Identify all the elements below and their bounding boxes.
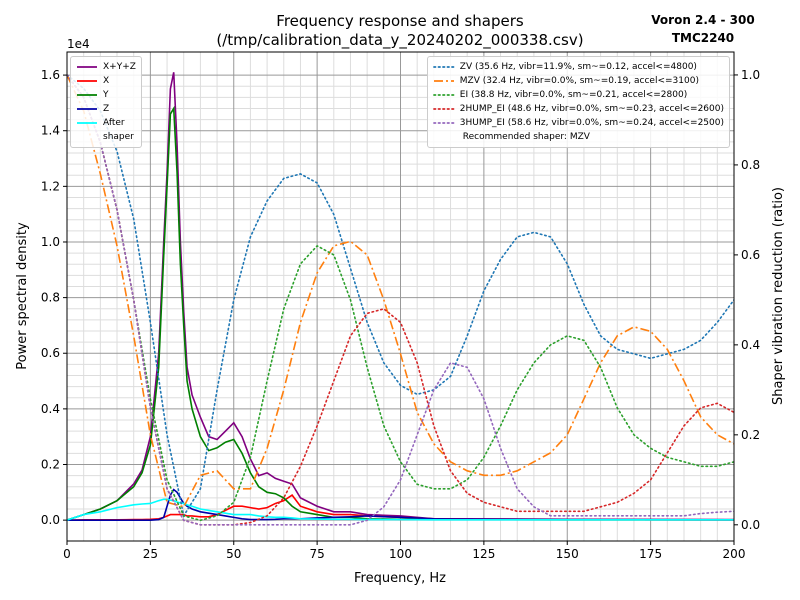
legend-entry: After shaper — [76, 116, 136, 144]
legend-entry: X+Y+Z — [76, 60, 136, 74]
y2-tick-label: 0.6 — [741, 248, 760, 262]
x-tick-label: 175 — [639, 547, 662, 561]
series-line — [67, 74, 734, 518]
y-tick-label: 1.0 — [41, 235, 60, 249]
grid — [66, 52, 735, 541]
x-tick-label: 100 — [389, 547, 412, 561]
y2-tick-label: 0.0 — [741, 518, 760, 532]
y-axis-label: Power spectral density — [15, 222, 30, 370]
y2-tick-label: 0.8 — [741, 158, 760, 172]
legend-label: 3HUMP_EI (58.6 Hz, vibr=0.0%, sm~=0.24, … — [459, 118, 724, 128]
y2-tick-label: 0.2 — [741, 428, 760, 442]
annotation: TMC2240 — [672, 31, 734, 45]
x-tick-label: 25 — [143, 547, 158, 561]
annotation: Voron 2.4 - 300 — [651, 13, 754, 27]
legend-entry: Y — [76, 88, 136, 102]
y-tick-label: 0.6 — [41, 346, 60, 360]
plot-lines — [67, 72, 734, 526]
series-line — [67, 488, 734, 521]
legend-swatch — [77, 94, 97, 96]
legend-label: ZV (35.6 Hz, vibr=11.9%, sm~=0.12, accel… — [459, 62, 697, 72]
y2-tick-label: 1.0 — [741, 68, 760, 82]
series-line — [67, 74, 734, 526]
legend-label: 2HUMP_EI (48.6 Hz, vibr=0.0%, sm~=0.23, … — [459, 104, 724, 114]
legend-swatch — [432, 94, 455, 96]
y-tick-label: 1.4 — [41, 124, 60, 138]
x-tick-label: 50 — [226, 547, 241, 561]
legend-label: After shaper — [103, 118, 134, 142]
legend-label: Z — [103, 104, 110, 114]
legend-swatch — [432, 66, 455, 68]
legend-swatch — [432, 108, 455, 110]
y2-tick-label: 0.4 — [741, 338, 760, 352]
legend-swatch — [77, 66, 97, 68]
series-line — [67, 498, 734, 521]
legend-note: Recommended shaper: MZV — [462, 132, 590, 142]
y-tick-label: 0.4 — [41, 402, 60, 416]
legend-swatch — [77, 122, 97, 124]
legend-label: MZV (32.4 Hz, vibr=0.0%, sm~=0.19, accel… — [459, 76, 699, 86]
series-line — [67, 74, 734, 522]
x-tick-label: 200 — [723, 547, 746, 561]
y-tick-label: 0.0 — [41, 513, 60, 527]
y-tick-label: 0.8 — [41, 291, 60, 305]
x-axis-label: Frequency, Hz — [354, 571, 446, 586]
legend-label: Y — [103, 90, 109, 100]
legend-entry: 2HUMP_EI (48.6 Hz, vibr=0.0%, sm~=0.23, … — [432, 102, 724, 116]
series-line — [67, 74, 734, 526]
chart-title: (/tmp/calibration_data_y_20240202_000338… — [216, 31, 583, 50]
legend-entry: ZV (35.6 Hz, vibr=11.9%, sm~=0.12, accel… — [432, 60, 724, 74]
legend-entry: Z — [76, 102, 136, 116]
legend-entry: 3HUMP_EI (58.6 Hz, vibr=0.0%, sm~=0.24, … — [432, 116, 724, 130]
y2-axis-label: Shaper vibration reduction (ratio) — [771, 187, 786, 405]
x-tick-label: 0 — [63, 547, 71, 561]
legend-swatch — [433, 80, 454, 82]
y-tick-label: 1.2 — [41, 179, 60, 193]
legend-label: X — [103, 76, 110, 86]
legend-swatch — [77, 108, 97, 110]
legend-entry: MZV (32.4 Hz, vibr=0.0%, sm~=0.19, accel… — [433, 74, 724, 88]
legend-entry: EI (38.8 Hz, vibr=0.0%, sm~=0.21, accel<… — [432, 88, 724, 102]
x-tick-label: 150 — [556, 547, 579, 561]
legend-label: X+Y+Z — [103, 62, 136, 72]
series-line — [67, 74, 734, 508]
x-tick-label: 125 — [472, 547, 495, 561]
legend: ZV (35.6 Hz, vibr=11.9%, sm~=0.12, accel… — [426, 56, 730, 148]
legend-swatch — [77, 80, 97, 82]
legend-label: EI (38.8 Hz, vibr=0.0%, sm~=0.21, accel<… — [459, 90, 688, 100]
y-tick-label: 1.6 — [41, 68, 60, 82]
y-offset-label: 1e4 — [67, 37, 90, 51]
chart-title: Frequency response and shapers — [276, 12, 524, 30]
legend: X+Y+Z X Y Z After shaper — [70, 56, 142, 148]
legend-entry: X — [76, 74, 136, 88]
legend-swatch — [432, 122, 455, 124]
x-tick-label: 75 — [309, 547, 324, 561]
y-tick-label: 0.2 — [41, 458, 60, 472]
